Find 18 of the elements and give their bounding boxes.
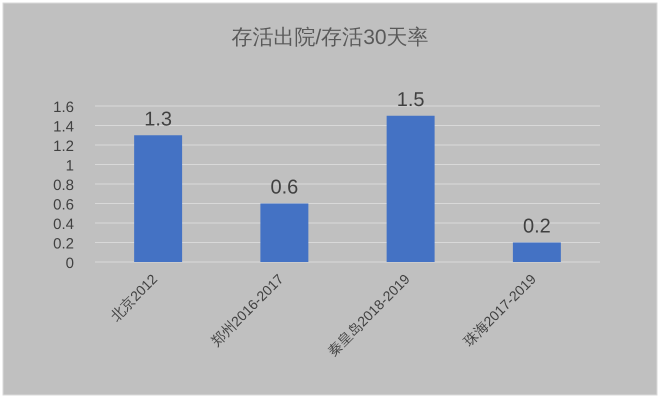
y-tick-label: 1.2 bbox=[53, 138, 74, 155]
y-tick-label: 0 bbox=[66, 255, 74, 272]
y-tick-label: 0.2 bbox=[53, 236, 74, 252]
bar bbox=[512, 242, 561, 262]
y-tick-label: 1.4 bbox=[53, 118, 74, 136]
bar bbox=[134, 135, 182, 262]
y-tick-label: 0.4 bbox=[53, 216, 74, 233]
bar bbox=[386, 116, 435, 262]
chart-title: 存活出院/存活30天率 bbox=[231, 26, 429, 49]
y-tick-label: 1 bbox=[66, 158, 74, 174]
bar bbox=[260, 204, 308, 262]
y-tick-label: 0.6 bbox=[53, 196, 74, 214]
data-label: 1.5 bbox=[396, 88, 425, 111]
data-label: 1.3 bbox=[144, 108, 172, 130]
y-tick-label: 0.8 bbox=[53, 177, 74, 194]
y-tick-label: 1.6 bbox=[53, 99, 74, 116]
data-label: 0.2 bbox=[522, 216, 551, 238]
data-label: 0.6 bbox=[270, 176, 298, 198]
